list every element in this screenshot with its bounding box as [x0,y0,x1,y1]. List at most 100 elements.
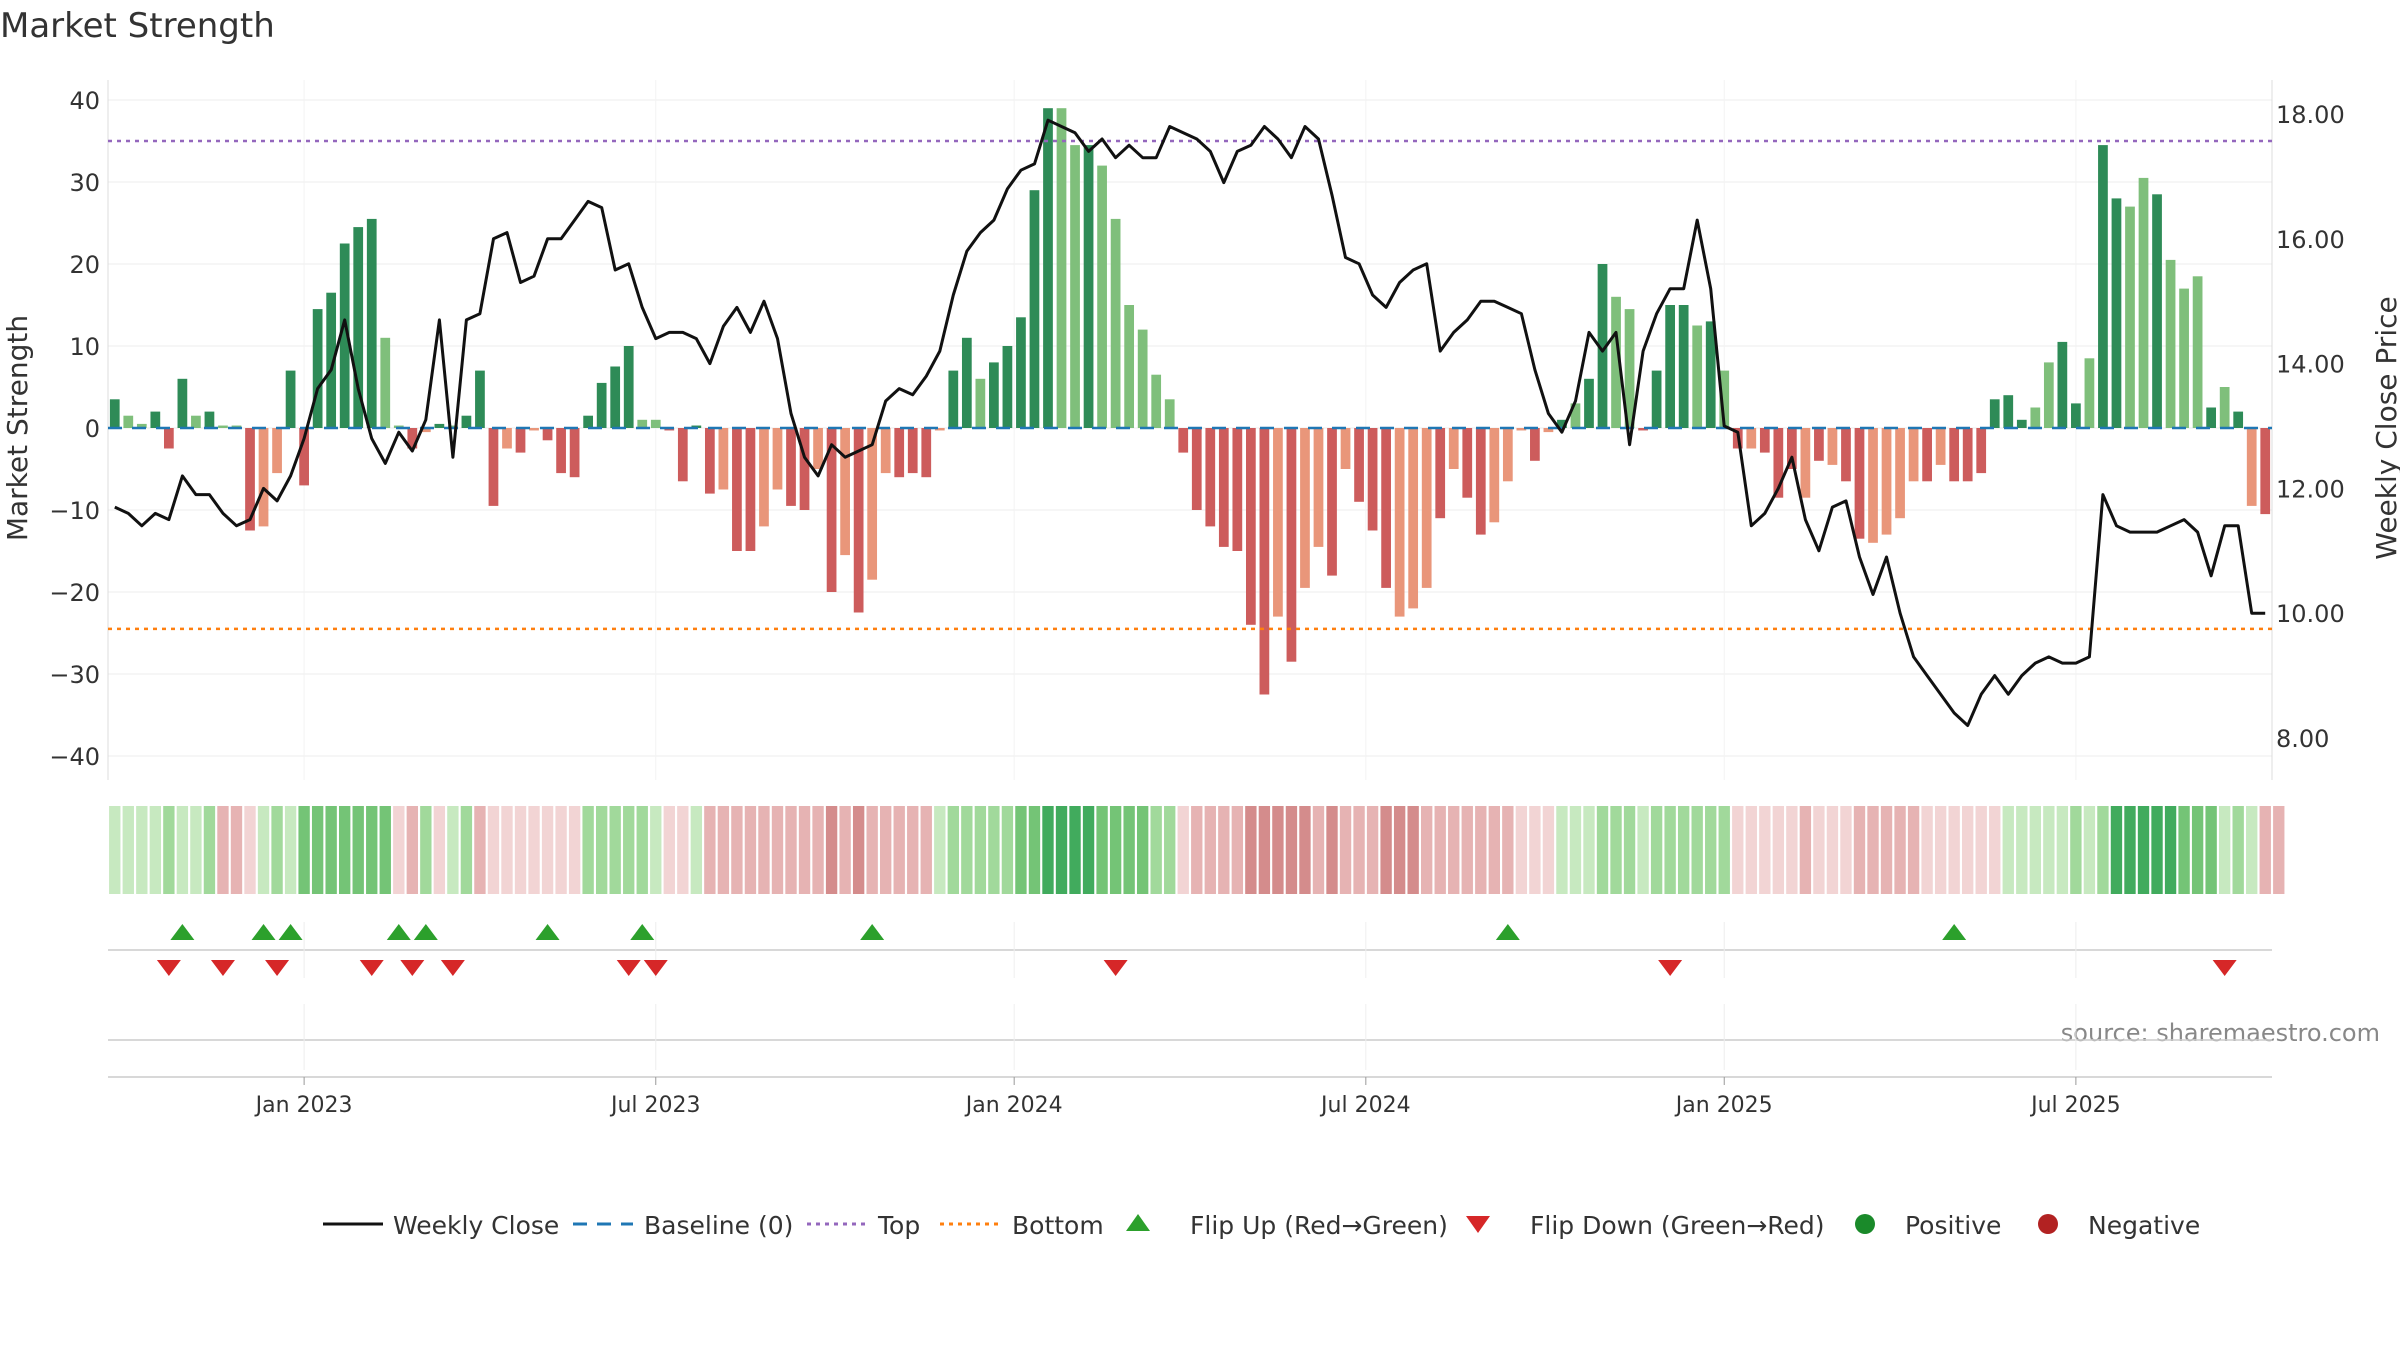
heat-cell [1542,806,1555,894]
strength-bar [1367,428,1378,531]
strength-bar [2219,387,2230,428]
strength-bar [2152,194,2162,428]
strength-bar [1394,428,1405,617]
heat-cell [2178,806,2190,894]
strength-bar [1137,329,1148,428]
strength-bar [1530,428,1540,461]
strength-bar [1705,321,1716,428]
heat-cell [1934,806,1947,894]
x-tick-label: Jan 2025 [1674,1093,1773,1118]
strength-bar [1448,428,1459,469]
strength-bar [786,428,796,506]
strength-bar [1435,428,1446,519]
heat-cell [1745,806,1757,894]
heat-cell [623,806,635,894]
strength-bar [1191,428,1202,510]
strength-bar [1124,305,1135,428]
strength-bar [488,428,499,506]
heat-cell [1218,806,1230,894]
strength-bar [1164,399,1175,428]
legend-flip-up-icon [1126,1214,1150,1231]
y-axis-right-ticks: 18.00 16.00 14.00 12.00 10.00 8.00 [2276,101,2345,753]
strength-bar [123,415,134,428]
heat-cell [2029,806,2041,894]
heat-cell [758,806,770,894]
heat-cell [771,806,784,894]
strength-bar [2057,341,2068,428]
heat-cell [1136,806,1149,894]
heat-cell [230,806,243,894]
heat-cell [217,806,229,894]
legend: Weekly Close Baseline (0) Top Bottom Fli… [323,1211,2200,1240]
heat-cell [609,806,621,894]
heat-cell [717,806,730,894]
heat-cell [1962,806,1974,894]
strength-bar [204,411,215,428]
heat-cell [1664,806,1676,894]
heat-cell [257,806,270,894]
y-right-tick-label: 18.00 [2276,101,2345,129]
y-right-tick-label: 16.00 [2276,226,2345,254]
strength-bar [245,428,255,531]
flip-up-marker [413,924,438,940]
legend-bottom: Bottom [1012,1211,1104,1240]
strength-bar [1245,428,1256,625]
heat-cell [907,806,919,894]
heat-cell [1989,806,2001,894]
strength-bar [677,428,688,482]
strength-bar [1070,145,1080,428]
heat-cell [893,806,905,894]
heat-cell [1272,806,1284,894]
strength-bar [272,428,282,474]
strength-bar [1218,428,1229,547]
strength-bar [921,428,932,478]
legend-weekly-close: Weekly Close [393,1211,559,1240]
strength-bar [1543,428,1554,433]
strength-bar [285,370,296,428]
strength-bar [2179,288,2189,428]
strength-bar [1300,428,1310,588]
flip-down-marker [2212,960,2237,976]
strength-bar [163,428,174,449]
strength-bar [1678,305,1689,428]
strength-bar [1692,325,1703,428]
heat-cell [244,806,256,894]
strength-bar [880,428,891,474]
heat-cell [961,806,973,894]
x-tick-label: Jul 2024 [1319,1093,1411,1118]
strength-bar [1651,370,1662,428]
strength-bar [1259,428,1270,695]
flip-up-marker [170,924,195,940]
heat-cell [1231,806,1244,894]
heat-cell [1421,806,1433,894]
heat-cell [555,806,567,894]
strength-bar [1043,108,1053,428]
strength-bar [826,428,837,592]
strength-bar [1841,428,1851,482]
heat-cell [974,806,987,894]
flip-down-marker [359,960,384,976]
heat-cell [1042,806,1054,894]
heat-cell [1515,806,1528,894]
heat-cell [2232,806,2244,894]
heat-cell [704,806,716,894]
strength-bars [109,108,2271,695]
heat-cell [1650,806,1663,894]
heat-cell [1177,806,1189,894]
heat-cell [1569,806,1582,894]
strength-bar [1178,428,1189,453]
heat-cell [1677,806,1690,894]
heat-cell [582,806,594,894]
heat-cell [366,806,378,894]
heat-cell [447,806,459,894]
strength-bar [1584,378,1594,428]
heat-cell [122,806,134,894]
flip-up-marker [1942,924,1967,940]
heat-cell [393,806,405,894]
heat-cell [298,806,310,894]
heat-cell [433,806,446,894]
heat-cell [1596,806,1609,894]
heat-cell [474,806,486,894]
strength-bar [339,243,350,428]
